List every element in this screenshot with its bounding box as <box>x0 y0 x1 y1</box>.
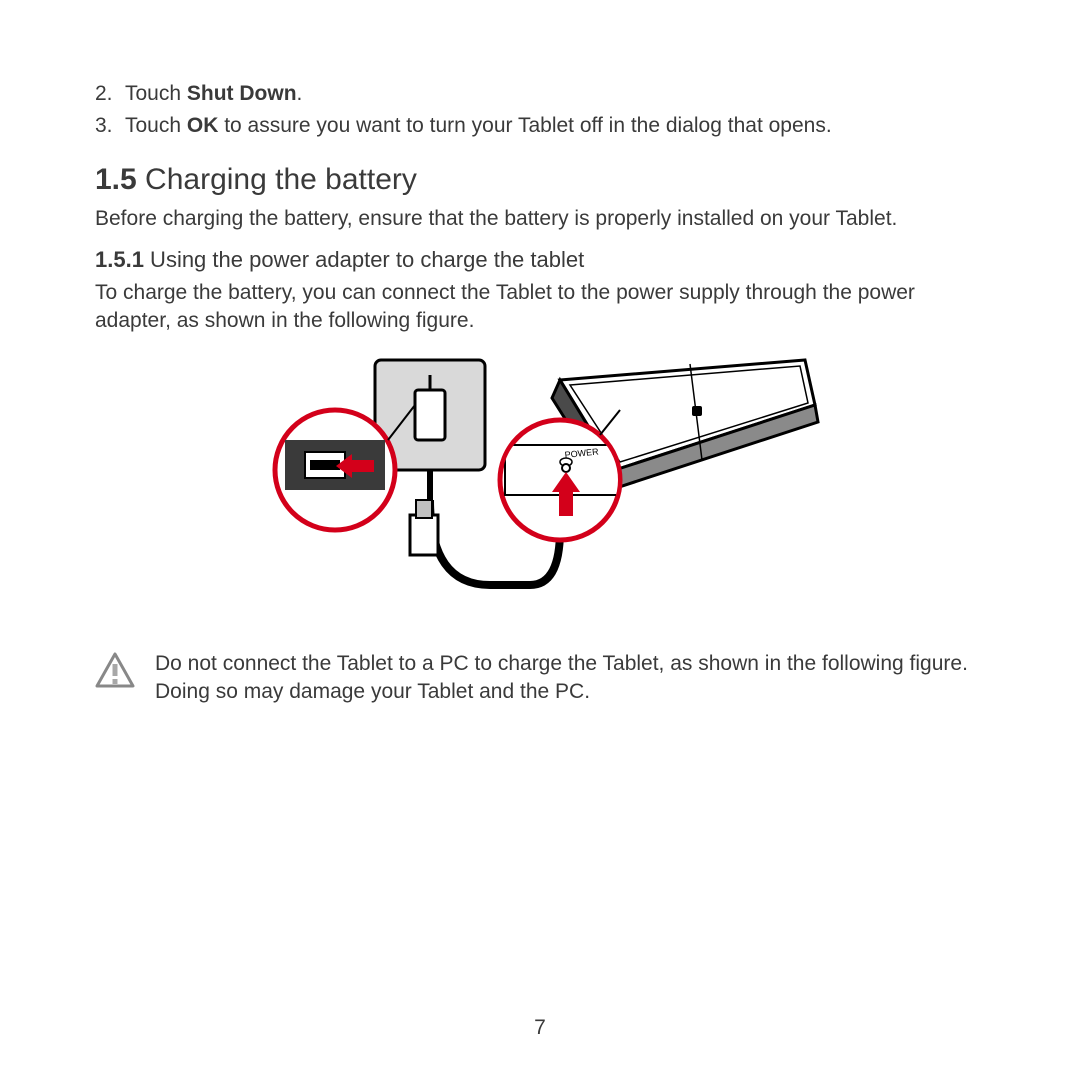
warning-text: Do not connect the Tablet to a PC to cha… <box>155 650 985 707</box>
subsection-heading: 1.5.1 Using the power adapter to charge … <box>95 247 985 273</box>
warning-note: Do not connect the Tablet to a PC to cha… <box>95 650 985 707</box>
step-text: Touch Shut Down. <box>125 80 302 108</box>
subsection-body: To charge the battery, you can connect t… <box>95 279 985 336</box>
step-text: Touch OK to assure you want to turn your… <box>125 112 832 140</box>
page-number: 7 <box>0 1016 1080 1040</box>
section-intro: Before charging the battery, ensure that… <box>95 205 985 233</box>
step-3: 3. Touch OK to assure you want to turn y… <box>95 112 985 140</box>
ordered-steps: 2. Touch Shut Down. 3. Touch OK to assur… <box>95 80 985 141</box>
charging-diagram: POWER <box>260 350 820 610</box>
manual-page: 2. Touch Shut Down. 3. Touch OK to assur… <box>0 0 1080 1080</box>
section-heading: 1.5 Charging the battery <box>95 163 985 197</box>
warning-icon <box>95 652 135 688</box>
figure-container: POWER <box>95 350 985 610</box>
step-2: 2. Touch Shut Down. <box>95 80 985 108</box>
step-number: 3. <box>95 112 117 140</box>
step-number: 2. <box>95 80 117 108</box>
